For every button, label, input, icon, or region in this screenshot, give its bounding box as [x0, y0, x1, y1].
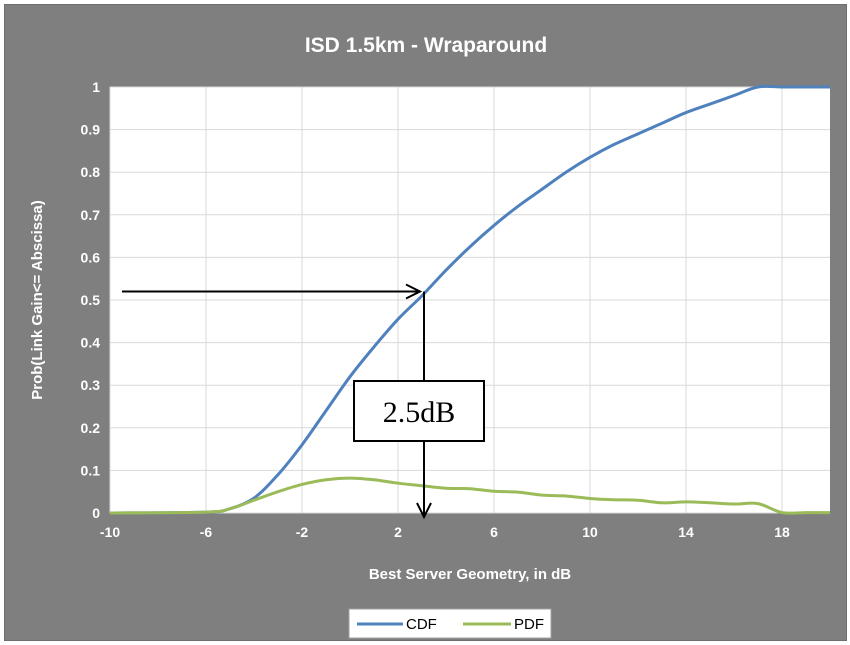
annotation-vertical-arrowhead [416, 502, 432, 520]
legend: CDF PDF [348, 608, 552, 639]
y-tick-label: 0.1 [81, 462, 101, 478]
annotation: 2.5dB [122, 283, 485, 520]
x-tick-label: 14 [678, 524, 694, 540]
x-tick-label: 10 [582, 524, 598, 540]
chart-frame: ISD 1.5km - Wraparound 0 0.1 0.2 0.3 0.4 0.5 0… [4, 4, 847, 641]
legend-box [348, 608, 552, 639]
chart-svg: ISD 1.5km - Wraparound 00.10.20.30.40.50… [29, 34, 830, 639]
series-line-pdf [109, 476, 830, 515]
chart-title: ISD 1.5km - Wraparound [305, 34, 547, 57]
y-tick-label: 0.2 [81, 420, 101, 436]
y-tick-label: 0.7 [81, 207, 101, 223]
x-tick-labels: -10 -6 -2 2 6 10 14 18 [100, 524, 790, 540]
x-tick-label: -10 [100, 524, 120, 540]
x-tick-label: -2 [296, 524, 309, 540]
annotation-box [353, 380, 485, 442]
y-tick-label: 0.5 [81, 292, 101, 308]
series-line-cdf [109, 84, 830, 515]
legend-label-pdf: PDF [514, 616, 544, 633]
y-tick-label: 0 [92, 505, 100, 521]
annotation-horizontal-arrowhead [405, 283, 423, 300]
grid-lines [109, 86, 830, 514]
x-tick-label: 2 [394, 524, 402, 540]
legend-label-cdf: CDF [406, 616, 437, 633]
x-axis-label: Best Server Geometry, in dB [369, 566, 571, 583]
series-lines [109, 84, 830, 515]
y-tick-label: 1 [92, 79, 100, 95]
y-tick-label: 0.9 [81, 122, 101, 138]
annotation-label: 2.5dB [383, 396, 456, 429]
y-axis-label: Prob(Link Gain<= Abscissa) [29, 200, 46, 400]
y-tick-label: 0.3 [81, 377, 101, 393]
x-tick-label: 18 [774, 524, 790, 540]
x-tick-label: -6 [200, 524, 213, 540]
y-tick-label: 0.8 [81, 164, 101, 180]
y-tick-label: 0.6 [81, 249, 101, 265]
y-tick-label: 0.4 [81, 335, 101, 351]
y-tick-labels: 0 0.1 0.2 0.3 0.4 0.5 0.6 0.7 0.8 0.9 1 [81, 79, 101, 521]
x-tick-label: 6 [490, 524, 498, 540]
